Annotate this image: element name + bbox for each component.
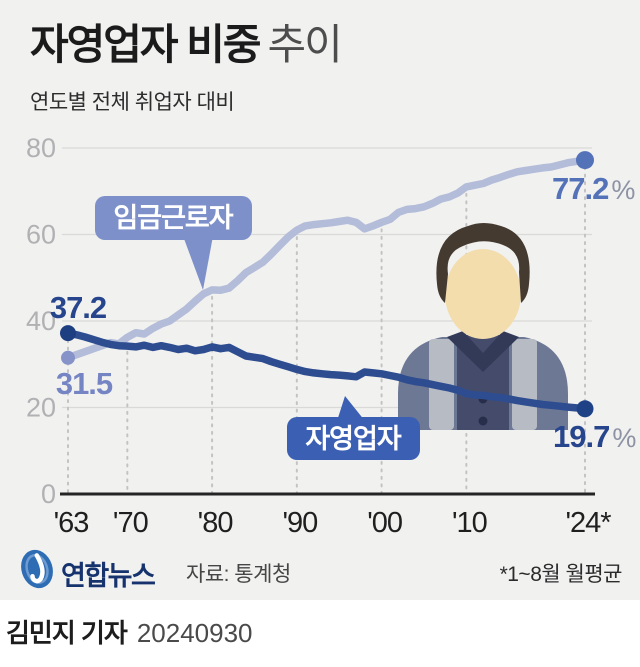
y-axis-label: 0 <box>41 479 56 509</box>
worker-collar <box>447 331 519 372</box>
reporter-name: 김민지 기자 <box>6 618 128 648</box>
self-employed-line <box>64 329 589 413</box>
self-employed-end-dot <box>576 400 594 418</box>
trend-line-chart: 0 20 40 60 80 '63 '70 '80 '90 '00 '10 '24* 임금근로자 <box>26 133 637 539</box>
x-axis-label: '80 <box>198 507 233 539</box>
y-axis-label: 80 <box>26 133 56 163</box>
footnote: *1~8월 월평균 <box>499 563 623 586</box>
self-employed-end-value: 19.7% <box>553 419 636 454</box>
chart-series <box>60 151 594 418</box>
callout-bubble <box>287 417 420 460</box>
self-employed-start-dot <box>60 325 76 342</box>
data-source: 자료: 통계청 <box>186 563 291 586</box>
title-bold: 자영업자 비중 <box>30 21 262 68</box>
chart-grid: 0 20 40 60 80 '63 '70 '80 '90 '00 '10 '24* <box>26 133 612 539</box>
self-employed-callout: 자영업자 <box>287 396 420 460</box>
yonhap-logo-icon <box>21 549 53 589</box>
byline-strip <box>0 600 640 667</box>
wage-workers-label: 임금근로자 <box>113 203 233 233</box>
wage-workers-end-dot <box>576 151 594 170</box>
title-light: 추이 <box>267 21 343 68</box>
wage-workers-callout: 임금근로자 <box>95 196 252 290</box>
y-axis-label: 20 <box>26 393 56 423</box>
worker-strap-right <box>512 339 537 430</box>
self-employed-start-value: 37.2 <box>50 290 106 325</box>
worker-hair <box>436 223 530 303</box>
chart-background <box>0 0 640 600</box>
x-axis-label: '24* <box>565 507 611 539</box>
wage-workers-line <box>64 156 589 362</box>
wage-workers-end-value: 77.2% <box>552 171 635 206</box>
page-title: 자영업자 비중 추이 <box>30 21 343 68</box>
agency-name: 연합뉴스 <box>61 561 156 591</box>
page-subtitle: 연도별 전체 취업자 대비 <box>30 91 235 114</box>
series-callouts: 임금근로자 자영업자 <box>95 196 420 460</box>
y-axis-label: 60 <box>26 220 56 250</box>
callout-tail <box>337 396 365 421</box>
value-annotations: 37.2 31.5 77.2% 19.7% <box>50 171 637 454</box>
callout-tail <box>183 236 213 290</box>
x-axis-label: '10 <box>452 507 487 539</box>
x-axis-label: '90 <box>282 507 317 539</box>
callout-bubble <box>95 196 252 240</box>
byline: 김민지 기자 20240930 <box>6 613 253 650</box>
x-axis-label: '70 <box>113 507 148 539</box>
worker-illustration <box>398 223 568 430</box>
worker-face <box>445 249 521 339</box>
worker-button <box>478 416 488 426</box>
wage-workers-start-value: 31.5 <box>56 366 113 401</box>
x-axis-label: '63 <box>54 507 89 539</box>
wage-workers-start-dot <box>61 350 75 365</box>
x-axis-label: '00 <box>367 507 402 539</box>
self-employed-label: 자영업자 <box>305 424 402 454</box>
y-axis-label: 40 <box>26 306 56 336</box>
publish-date: 20240930 <box>136 618 253 648</box>
